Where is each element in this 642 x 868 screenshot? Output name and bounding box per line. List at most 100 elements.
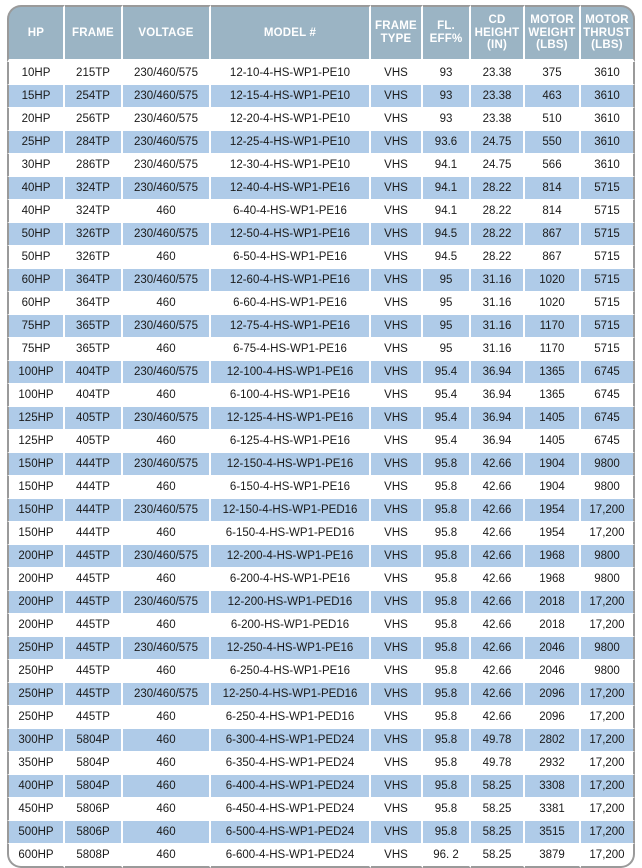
cell-ftype: VHS	[371, 798, 423, 821]
table-row: 300HP 5804P 460 6-300-4-HS-WP1-PED24 VHS 95.8…	[7, 729, 635, 752]
cell-voltage: 230/460/575	[123, 85, 211, 108]
cell-voltage: 460	[123, 775, 211, 798]
cell-ftype: VHS	[371, 85, 423, 108]
cell-weight: 550	[525, 131, 581, 154]
cell-voltage: 230/460/575	[123, 223, 211, 246]
cell-thrust: 17,200	[581, 499, 635, 522]
cell-hp: 200HP	[7, 545, 65, 568]
cell-cd: 42.66	[471, 499, 525, 522]
cell-ftype: VHS	[371, 384, 423, 407]
cell-eff: 95.8	[423, 453, 471, 476]
cell-cd: 58.25	[471, 844, 525, 868]
cell-weight: 867	[525, 246, 581, 269]
cell-hp: 350HP	[7, 752, 65, 775]
column-header-voltage: VOLTAGE	[123, 5, 211, 62]
cell-ftype: VHS	[371, 683, 423, 706]
cell-model: 6-100-4-HS-WP1-PE16	[211, 384, 371, 407]
cell-ftype: VHS	[371, 775, 423, 798]
cell-voltage: 460	[123, 476, 211, 499]
column-header-motor-thrust-line-1: MOTOR	[585, 13, 629, 26]
cell-frame: 445TP	[65, 683, 123, 706]
cell-model: 6-50-4-HS-WP1-PE16	[211, 246, 371, 269]
cell-voltage: 460	[123, 729, 211, 752]
table-header-row: HP FRAME VOLTAGE MODEL # FRAME TYPE FL. EFF% CD …	[7, 5, 635, 62]
cell-weight: 463	[525, 85, 581, 108]
cell-cd: 31.16	[471, 292, 525, 315]
cell-cd: 42.66	[471, 660, 525, 683]
cell-thrust: 5715	[581, 292, 635, 315]
cell-hp: 500HP	[7, 821, 65, 844]
cell-frame: 405TP	[65, 407, 123, 430]
column-header-motor-weight-line-2: WEIGHT	[528, 26, 576, 39]
cell-cd: 42.66	[471, 545, 525, 568]
cell-hp: 250HP	[7, 706, 65, 729]
cell-ftype: VHS	[371, 108, 423, 131]
cell-ftype: VHS	[371, 223, 423, 246]
cell-cd: 23.38	[471, 108, 525, 131]
cell-voltage: 460	[123, 522, 211, 545]
cell-thrust: 17,200	[581, 844, 635, 868]
cell-voltage: 230/460/575	[123, 62, 211, 85]
cell-hp: 150HP	[7, 476, 65, 499]
cell-cd: 31.16	[471, 315, 525, 338]
table-row: 30HP 286TP 230/460/575 12-30-4-HS-WP1-PE10 V…	[7, 154, 635, 177]
table-row: 350HP 5804P 460 6-350-4-HS-WP1-PED24 VHS 95.8…	[7, 752, 635, 775]
cell-cd: 36.94	[471, 384, 525, 407]
cell-voltage: 460	[123, 338, 211, 361]
column-header-frame-type-line-1: FRAME	[375, 20, 417, 33]
cell-model: 12-40-4-HS-WP1-PE16	[211, 177, 371, 200]
cell-thrust: 6745	[581, 430, 635, 453]
cell-cd: 58.25	[471, 798, 525, 821]
cell-voltage: 230/460/575	[123, 453, 211, 476]
column-header-motor-weight-line-3: (LBS)	[536, 39, 568, 52]
cell-cd: 42.66	[471, 568, 525, 591]
table-row: 40HP 324TP 230/460/575 12-40-4-HS-WP1-PE16 V…	[7, 177, 635, 200]
cell-cd: 42.66	[471, 706, 525, 729]
cell-eff: 94.5	[423, 223, 471, 246]
cell-hp: 60HP	[7, 269, 65, 292]
cell-voltage: 460	[123, 821, 211, 844]
cell-frame: 284TP	[65, 131, 123, 154]
table-row: 100HP 404TP 460 6-100-4-HS-WP1-PE16 VHS 95.4 3…	[7, 384, 635, 407]
cell-ftype: VHS	[371, 338, 423, 361]
cell-frame: 5806P	[65, 798, 123, 821]
cell-cd: 31.16	[471, 269, 525, 292]
cell-thrust: 17,200	[581, 798, 635, 821]
cell-eff: 95	[423, 315, 471, 338]
cell-thrust: 3610	[581, 108, 635, 131]
cell-frame: 445TP	[65, 591, 123, 614]
cell-ftype: VHS	[371, 568, 423, 591]
cell-cd: 42.66	[471, 637, 525, 660]
cell-frame: 254TP	[65, 85, 123, 108]
cell-thrust: 9800	[581, 637, 635, 660]
cell-frame: 326TP	[65, 246, 123, 269]
cell-hp: 250HP	[7, 637, 65, 660]
column-header-motor-weight: MOTOR WEIGHT (LBS)	[525, 5, 581, 62]
column-header-fl-eff: FL. EFF%	[423, 5, 471, 62]
cell-frame: 404TP	[65, 384, 123, 407]
cell-frame: 5804P	[65, 729, 123, 752]
cell-voltage: 230/460/575	[123, 269, 211, 292]
cell-cd: 42.66	[471, 614, 525, 637]
cell-frame: 445TP	[65, 545, 123, 568]
cell-model: 6-125-4-HS-WP1-PE16	[211, 430, 371, 453]
cell-ftype: VHS	[371, 706, 423, 729]
cell-weight: 2932	[525, 752, 581, 775]
cell-eff: 95.8	[423, 798, 471, 821]
cell-frame: 445TP	[65, 568, 123, 591]
cell-cd: 36.94	[471, 407, 525, 430]
cell-ftype: VHS	[371, 292, 423, 315]
cell-weight: 3308	[525, 775, 581, 798]
cell-voltage: 460	[123, 246, 211, 269]
cell-model: 6-350-4-HS-WP1-PED24	[211, 752, 371, 775]
column-header-model: MODEL #	[211, 5, 371, 62]
cell-ftype: VHS	[371, 752, 423, 775]
cell-hp: 30HP	[7, 154, 65, 177]
cell-ftype: VHS	[371, 131, 423, 154]
cell-thrust: 5715	[581, 315, 635, 338]
cell-weight: 3879	[525, 844, 581, 868]
cell-voltage: 230/460/575	[123, 154, 211, 177]
cell-voltage: 230/460/575	[123, 545, 211, 568]
cell-weight: 2096	[525, 706, 581, 729]
cell-ftype: VHS	[371, 361, 423, 384]
